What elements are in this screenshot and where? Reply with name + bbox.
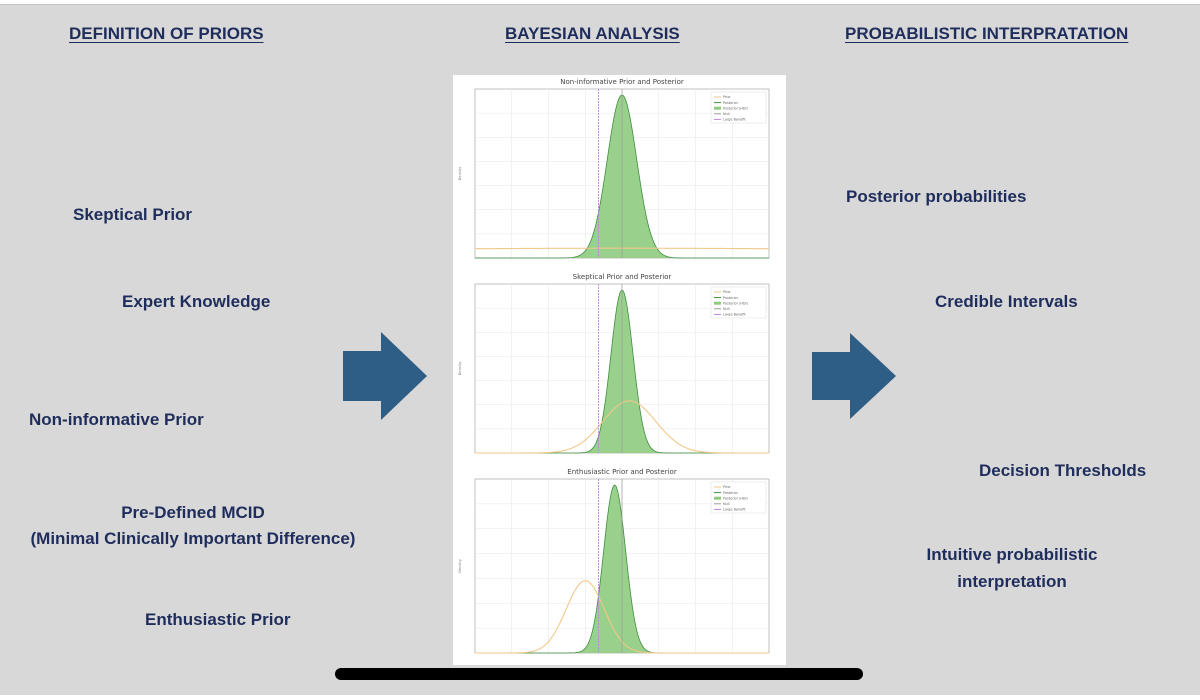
legend-entry: Large Benefit bbox=[723, 118, 746, 122]
noninformative-prior-label: Non-informative Prior bbox=[29, 410, 204, 429]
legend-entry: Prior bbox=[723, 290, 731, 294]
heading-bayesian-analysis: BAYESIAN ANALYSIS bbox=[505, 24, 680, 43]
legend-entry: Posterior (HDI) bbox=[723, 496, 749, 500]
right-arrow-icon-right bbox=[812, 333, 896, 419]
legend-entry: Prior bbox=[723, 485, 731, 489]
legend-entry: Posterior (HDI) bbox=[723, 106, 749, 110]
legend-entry: Large Benefit bbox=[723, 313, 746, 317]
y-axis-label: Density bbox=[458, 361, 462, 376]
home-indicator bbox=[335, 668, 863, 680]
intuitive-interpretation-line2: interpretation bbox=[957, 572, 1067, 591]
legend-entry: Null bbox=[723, 307, 730, 311]
intuitive-interpretation-label: Intuitive probabilistic interpretation bbox=[882, 541, 1142, 595]
credible-intervals-label: Credible Intervals bbox=[935, 292, 1078, 311]
y-axis-label: Density bbox=[458, 558, 462, 573]
subplot-1: Non-informative Prior and Posterior Densi… bbox=[458, 78, 770, 259]
decision-thresholds-label: Decision Thresholds bbox=[979, 461, 1147, 480]
legend-entry: Large Benefit bbox=[723, 508, 746, 512]
enthusiastic-prior-label: Enthusiastic Prior bbox=[145, 610, 291, 629]
legend-entry: Posterior bbox=[723, 296, 739, 300]
legend-entry: Posterior (HDI) bbox=[723, 301, 749, 305]
right-arrow-icon-left bbox=[343, 332, 427, 420]
legend-entry: Posterior bbox=[723, 491, 739, 495]
subplot-3: Enthusiastic Prior and Posterior Density P… bbox=[458, 468, 770, 654]
mcid-label: Pre-Defined MCID (Minimal Clinically Imp… bbox=[0, 500, 398, 552]
legend-entry: Prior bbox=[723, 95, 731, 99]
legend-entry: Null bbox=[723, 112, 730, 116]
mcid-label-line1: Pre-Defined MCID bbox=[121, 503, 265, 522]
subplot-title: Skeptical Prior and Posterior bbox=[573, 273, 672, 281]
bayesian-analysis-figure: Non-informative Prior and Posterior Densi… bbox=[453, 75, 786, 665]
legend-entry: Posterior bbox=[723, 101, 739, 105]
posterior-probabilities-label: Posterior probabilities bbox=[846, 187, 1027, 206]
subplot-2: Skeptical Prior and Posterior Density Prio… bbox=[458, 273, 770, 454]
skeptical-prior-label: Skeptical Prior bbox=[73, 205, 193, 224]
heading-probabilistic-interpretation: PROBABILISTIC INTERPRATATION bbox=[845, 24, 1129, 43]
y-axis-label: Density bbox=[458, 166, 462, 181]
heading-definition-of-priors: DEFINITION OF PRIORS bbox=[69, 24, 264, 43]
legend-entry: Null bbox=[723, 502, 730, 506]
subplot-title: Non-informative Prior and Posterior bbox=[560, 78, 684, 86]
expert-knowledge-label: Expert Knowledge bbox=[122, 292, 271, 311]
mcid-label-line2: (Minimal Clinically Important Difference… bbox=[30, 529, 356, 548]
subplot-title: Enthusiastic Prior and Posterior bbox=[567, 468, 677, 476]
bayesian-charts: Non-informative Prior and Posterior Densi… bbox=[458, 78, 770, 654]
intuitive-interpretation-line1: Intuitive probabilistic bbox=[926, 545, 1098, 564]
